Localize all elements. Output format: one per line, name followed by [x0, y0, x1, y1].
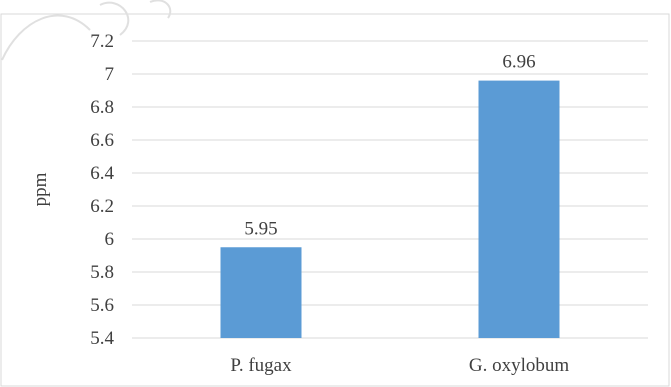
y-tick-label: 6.4 — [90, 163, 114, 184]
y-axis-ticks: 5.4 5.6 5.8 6 6.2 6.4 6.6 6.8 7 7.2 — [90, 31, 114, 349]
y-axis-title: ppm — [30, 172, 51, 206]
y-tick-label: 5.4 — [90, 328, 114, 349]
data-labels: 5.95 6.96 — [244, 52, 535, 240]
y-tick-label: 7.2 — [90, 31, 114, 52]
x-category-label: P. fugax — [230, 355, 292, 376]
bar — [220, 247, 302, 338]
x-category-label: G. oxylobum — [469, 355, 570, 376]
y-tick-label: 6.6 — [90, 130, 114, 151]
data-label: 6.96 — [502, 52, 535, 73]
y-tick-label: 5.8 — [90, 262, 114, 283]
y-tick-label: 6 — [105, 229, 115, 250]
bars — [220, 80, 560, 338]
y-tick-label: 6.8 — [90, 97, 114, 118]
chart-border — [0, 13, 670, 387]
gridlines — [132, 40, 648, 339]
data-label: 5.95 — [244, 218, 277, 239]
y-tick-label: 6.2 — [90, 196, 114, 217]
x-axis-categories: P. fugax G. oxylobum — [230, 355, 569, 376]
y-tick-label: 5.6 — [90, 295, 114, 316]
watermark-graphic — [1, 0, 172, 61]
y-tick-label: 7 — [105, 64, 115, 85]
bar — [478, 80, 560, 338]
